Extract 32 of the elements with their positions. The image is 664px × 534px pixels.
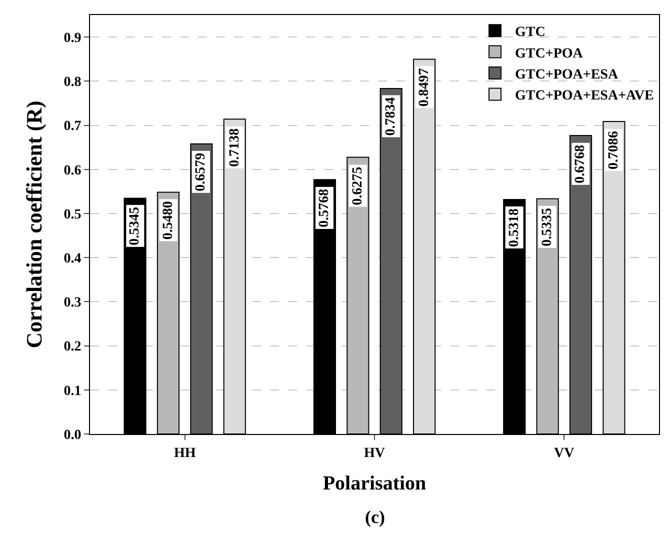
legend-label: GTC+POA+ESA: [515, 67, 619, 82]
x-tick-label: HV: [364, 446, 385, 461]
y-axis-title: Correlation coefficient (R): [22, 100, 46, 348]
y-tick-label: 0.7: [64, 119, 82, 134]
y-tick-label: 0.2: [64, 340, 82, 355]
y-tick-label: 0.4: [64, 251, 82, 266]
data-label: 0.5335: [540, 208, 555, 246]
data-label: 0.7138: [227, 128, 242, 167]
legend-label: GTC: [515, 25, 546, 40]
x-axis-title: Polarisation: [322, 472, 426, 494]
data-label: 0.6579: [193, 152, 208, 192]
text: (c): [365, 507, 385, 527]
y-tick-label: 0.1: [64, 384, 82, 399]
x-tick-label: VV: [554, 446, 574, 461]
data-label: 0.5480: [160, 201, 176, 240]
y-tick-label: 0.0: [64, 428, 82, 443]
legend-label: GTC+POA+ESA+AVE: [515, 88, 654, 104]
data-label: 0.6275: [350, 166, 366, 206]
y-tick-label: 0.9: [64, 30, 82, 46]
x-tick-label: HH: [174, 446, 196, 461]
y-tick-label: 0.5: [64, 207, 82, 222]
data-label: 0.8497: [416, 68, 432, 107]
data-label: 0.7086: [606, 131, 622, 170]
data-label: 0.6768: [573, 144, 588, 184]
y-tick-label: 0.6: [64, 163, 82, 178]
data-label: 0.5318: [506, 208, 522, 247]
y-tick-label: 0.8: [64, 75, 82, 90]
y-tick-label: 0.3: [64, 296, 82, 311]
data-label: 0.7834: [384, 97, 398, 136]
legend-label: GTC+POA: [515, 46, 584, 62]
data-label: 0.5345: [128, 206, 143, 246]
data-label: 0.5768: [316, 188, 332, 228]
